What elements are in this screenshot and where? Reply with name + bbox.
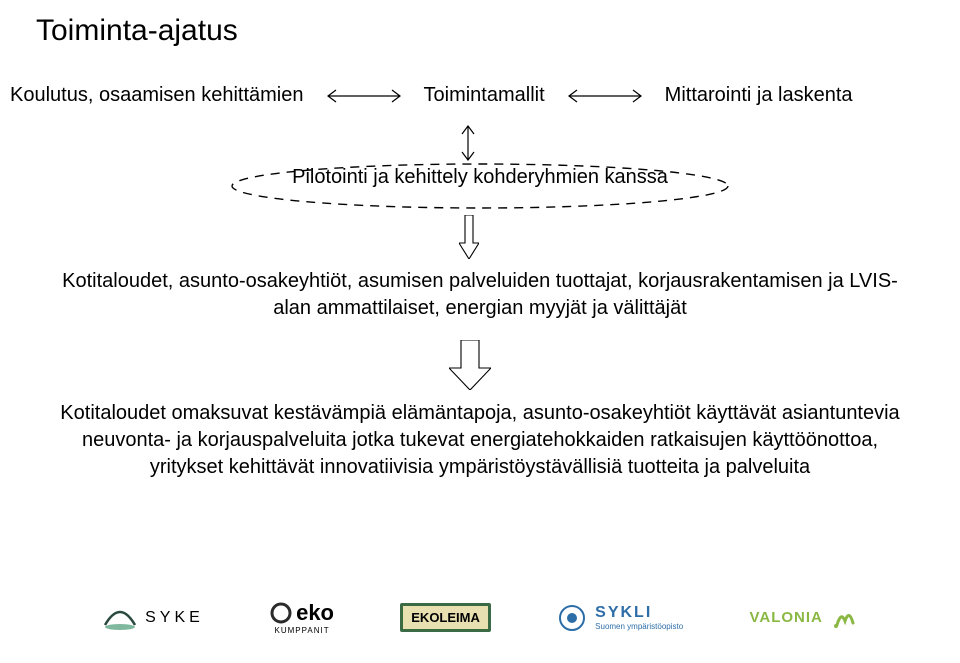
top-center-label: Toimintamallit — [424, 84, 545, 107]
logo-syke-text: SYKE — [145, 609, 204, 627]
logo-sykli-text: SYKLI — [595, 604, 683, 622]
syke-mark-icon — [103, 605, 137, 631]
ellipse-label: Pilotointi ja kehittely kohderyhmien kan… — [0, 166, 960, 189]
logo-ekoleima: EKOLEIMA — [400, 603, 491, 632]
eko-mark-icon — [270, 602, 292, 624]
logo-eko-text: eko — [296, 600, 334, 626]
logos-row: SYKE eko KUMPPANIT EKOLEIMA SYKLI Suomen… — [0, 600, 960, 635]
logo-eko-subtext: KUMPPANIT — [275, 626, 330, 635]
logo-valonia: VALONIA — [749, 605, 856, 631]
logo-eko: eko KUMPPANIT — [270, 600, 334, 635]
audiences-text: Kotitaloudet, asunto-osakeyhtiöt, asumis… — [60, 268, 900, 322]
hollow-arrow-down-icon — [459, 215, 479, 259]
sykli-mark-icon — [557, 603, 587, 633]
page-title: Toiminta-ajatus — [36, 14, 238, 48]
logo-sykli-subtext: Suomen ympäristöopisto — [595, 622, 683, 631]
top-left-label: Koulutus, osaamisen kehittämien — [10, 84, 304, 107]
logo-valonia-text: VALONIA — [749, 609, 822, 626]
logo-ekoleima-text: EKOLEIMA — [400, 603, 491, 632]
top-right-label: Mittarointi ja laskenta — [665, 84, 853, 107]
hollow-arrow-down-icon — [449, 340, 491, 390]
top-concept-row: Koulutus, osaamisen kehittämien Toiminta… — [0, 84, 960, 107]
valonia-mark-icon — [831, 605, 857, 631]
double-arrow-icon — [563, 88, 647, 104]
outcomes-text: Kotitaloudet omaksuvat kestävämpiä elämä… — [60, 400, 900, 481]
logo-sykli: SYKLI Suomen ympäristöopisto — [557, 603, 683, 633]
logo-syke: SYKE — [103, 605, 204, 631]
double-arrow-icon — [322, 88, 406, 104]
slide-canvas: Toiminta-ajatus Koulutus, osaamisen kehi… — [0, 0, 960, 663]
